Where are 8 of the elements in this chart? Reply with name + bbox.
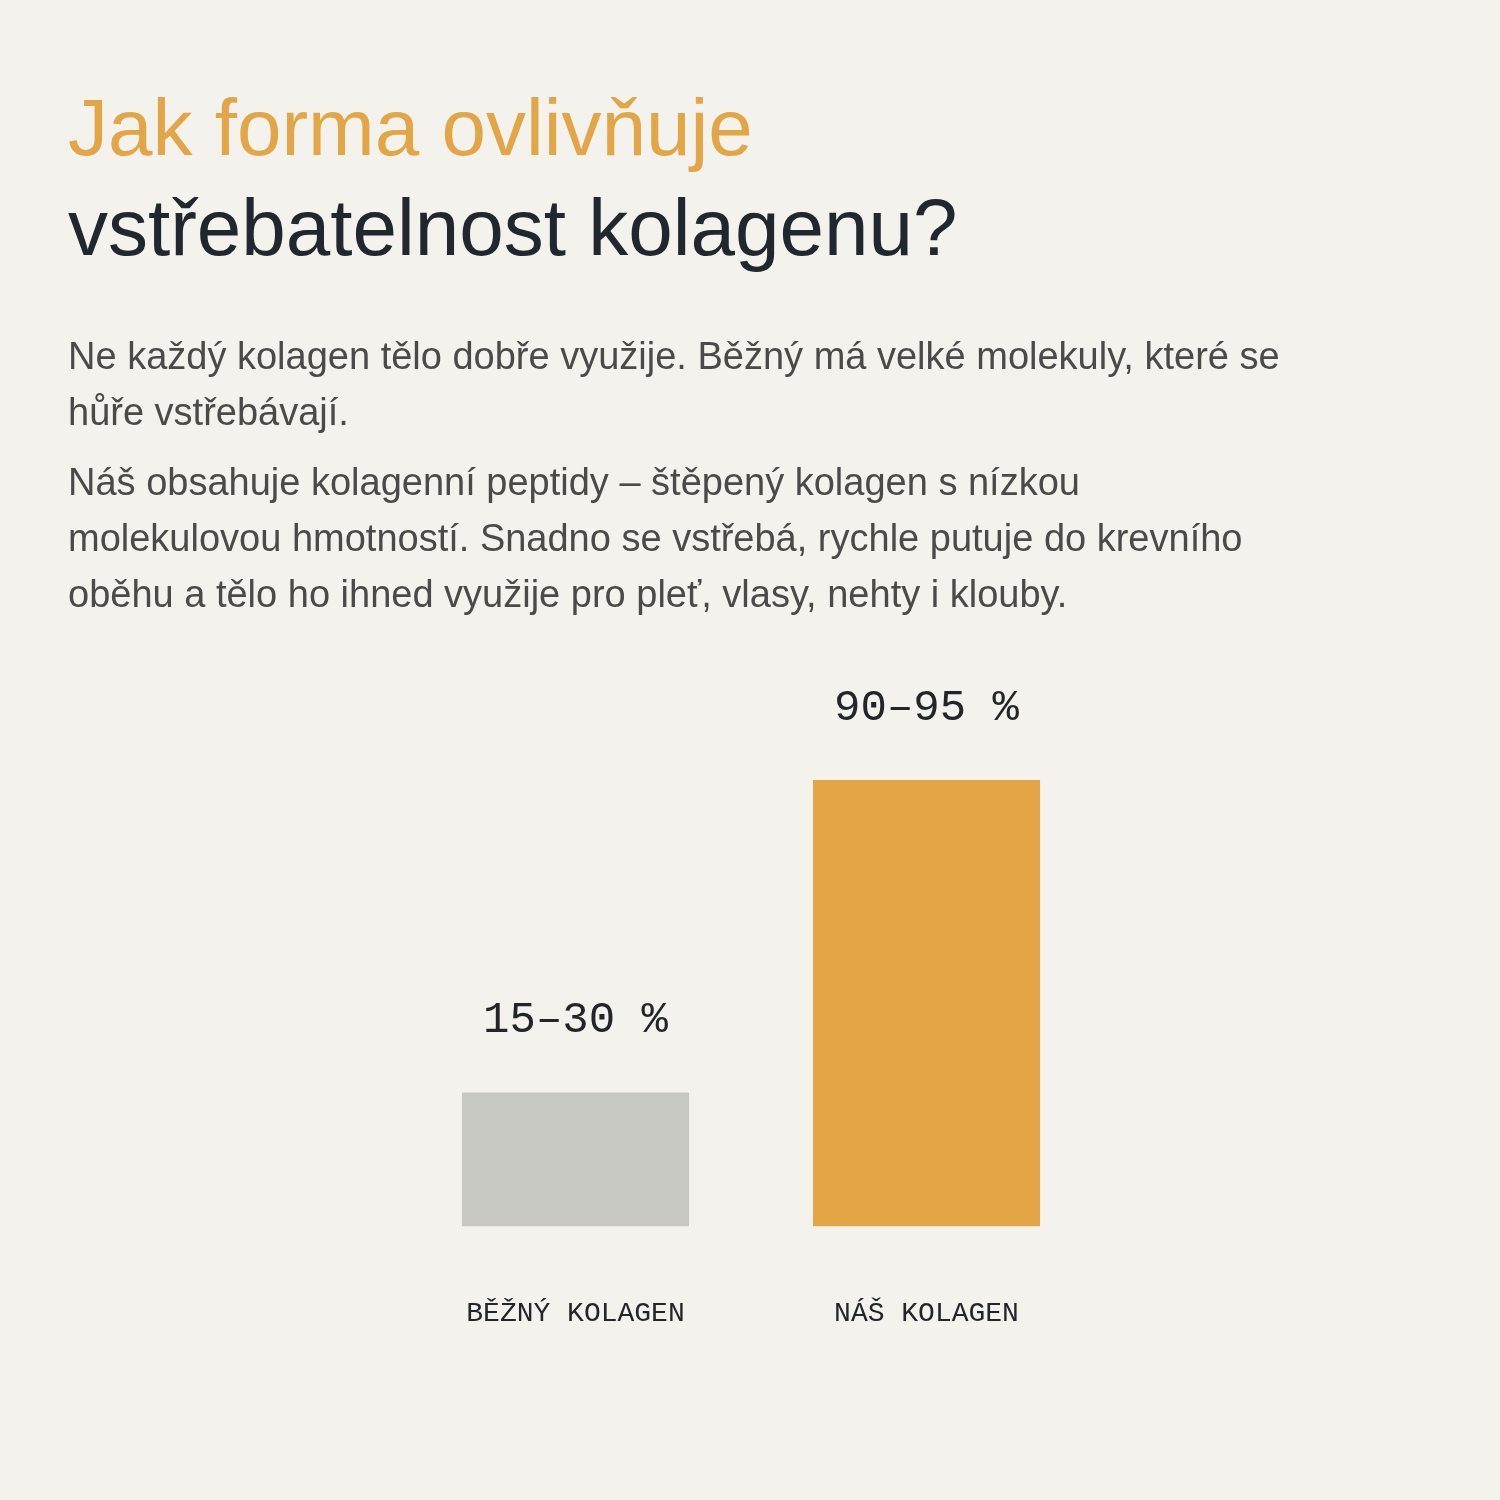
annotation: 15–30 %: [483, 995, 669, 1046]
text: Náš obsahuje kolagenní peptidy – štěpený kolagen s nízkou molekulovou hmotností. Snadno se vstřebá, rychle putuje do krevního oběhu a tělo ho ihned využije pro pleť, vlasy, nehty i klouby.: [68, 460, 1244, 617]
annotation: 90–95 %: [834, 682, 1020, 733]
chart-title: Jak forma ovlivňuje: [68, 82, 754, 174]
x-tick-label: NÁŠ KOLAGEN: [834, 1296, 1019, 1329]
chart-subtitle: vstřebatelnost kolagenu?: [68, 182, 959, 274]
text: Ne každý kolagen tělo dobře využije. Běžný má velké molekuly, které se hůře vstřebávají.: [68, 334, 1281, 435]
x-tick-label: BĚŽNÝ KOLAGEN: [466, 1297, 685, 1329]
